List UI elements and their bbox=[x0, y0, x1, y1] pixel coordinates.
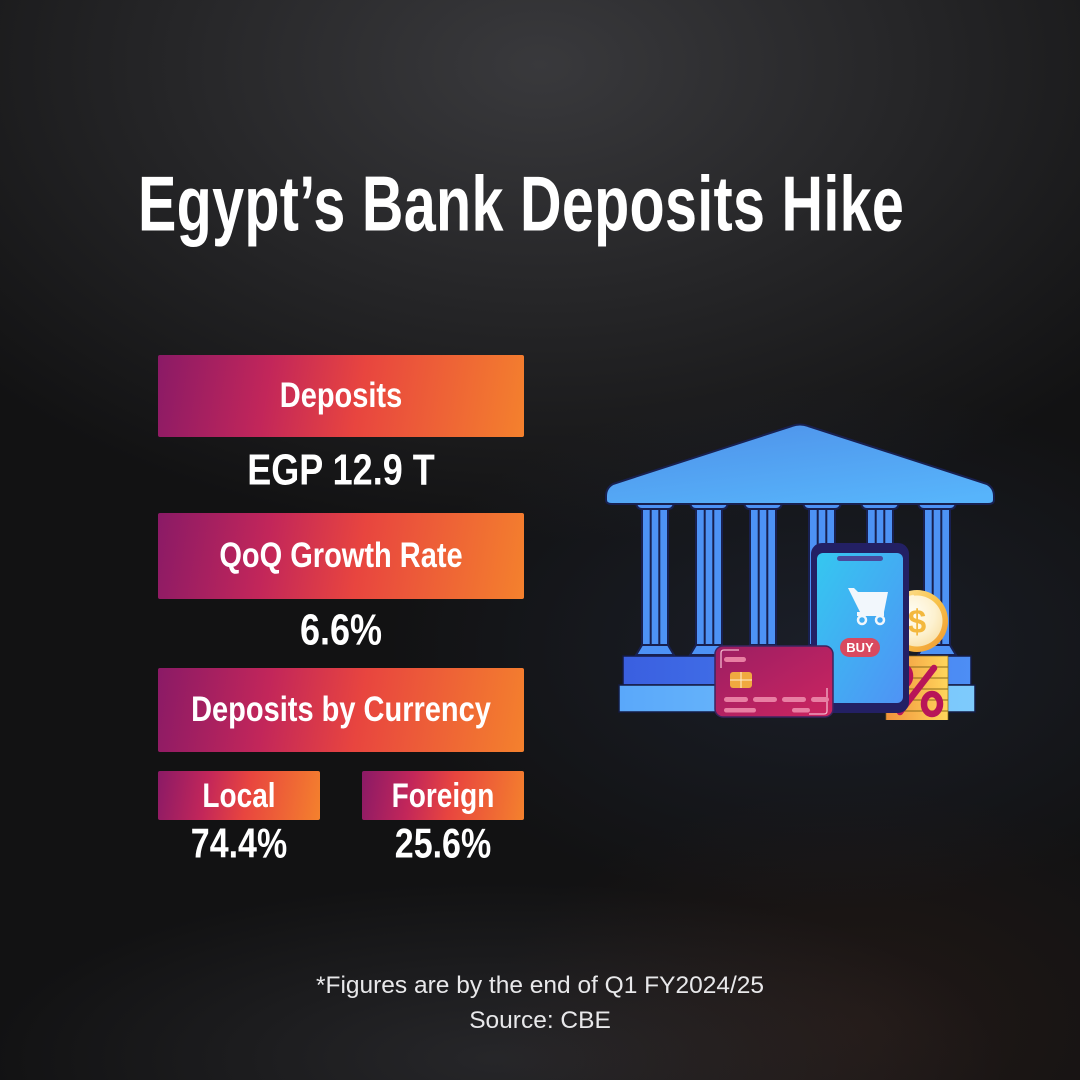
svg-text:BUY: BUY bbox=[846, 640, 874, 655]
svg-text:$: $ bbox=[908, 603, 926, 640]
